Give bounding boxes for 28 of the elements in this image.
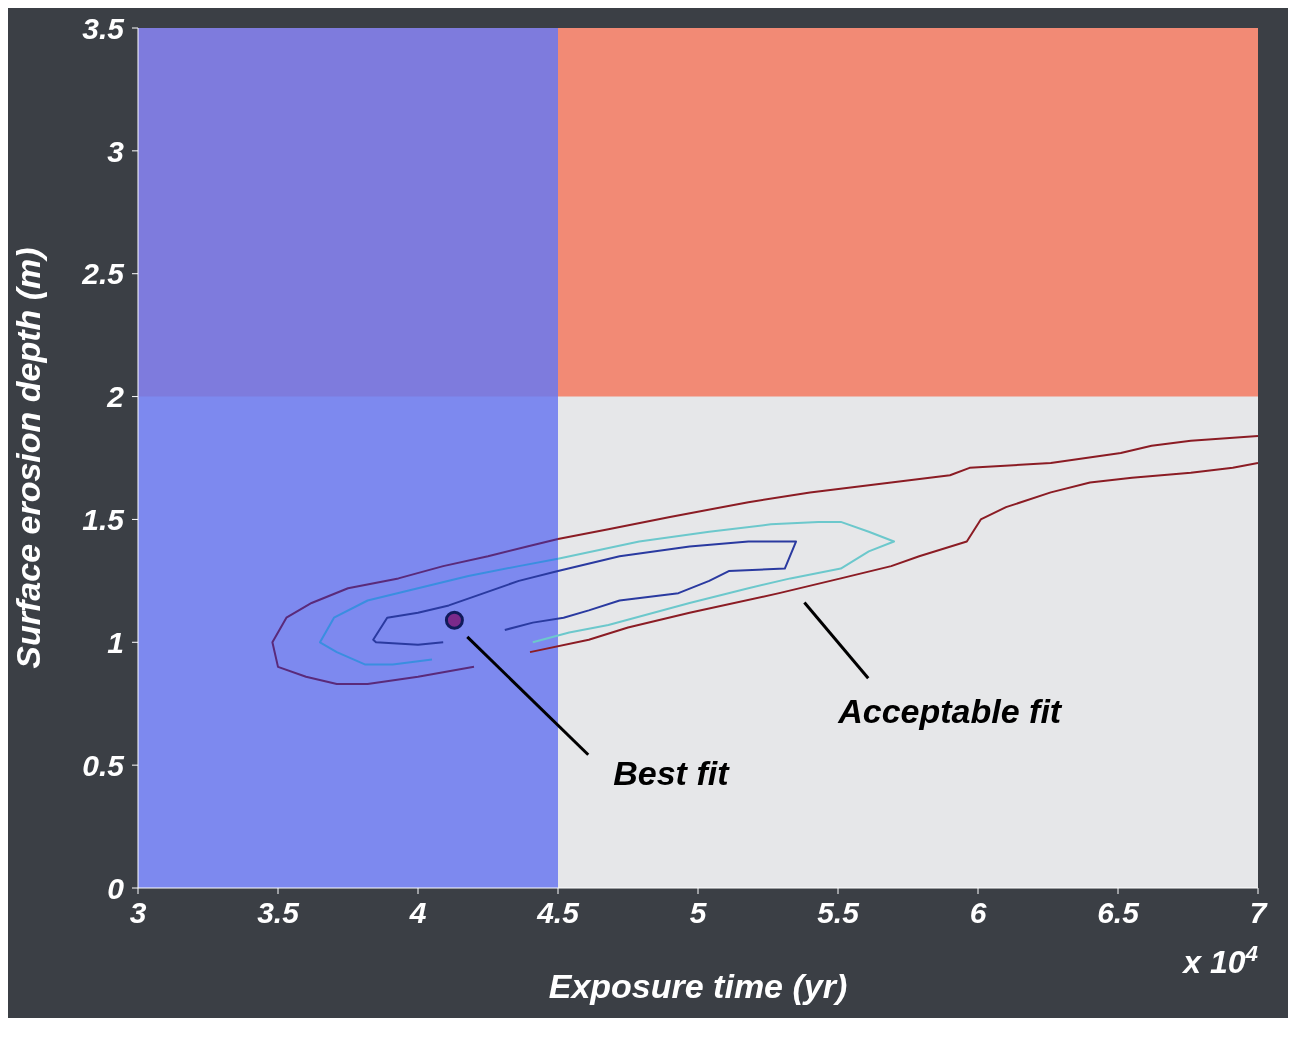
y-tick-label: 0 [107,871,125,905]
y-tick-label: 0.5 [82,748,126,782]
annotation: Acceptable fit [837,692,1063,731]
x-tick-label: 5.5 [817,896,861,930]
x-tick-label: 7 [1249,896,1268,930]
line-series [531,520,895,644]
line-series [271,538,559,686]
x-tick-label: 4.5 [536,896,581,930]
text: x 10$^{4}$ [1181,940,1259,980]
x-tick-label: 4 [408,896,427,930]
x-tick-label: 6.5 [1097,896,1141,930]
x-tick-label: 5 [689,896,708,930]
y-tick-label: 2.5 [81,257,126,291]
y-tick-label: 3 [107,134,125,168]
line-series [557,434,1258,541]
x-axis-title: Exposure time (yr) [548,967,848,1005]
line-series [372,540,797,646]
annotation: Best fit [613,753,731,792]
y-axis-title: Surface erosion depth (m) [9,247,48,669]
x-tick-label: 3.5 [257,896,301,930]
y-tick-label: 3.5 [82,11,126,45]
y-tick-label: 2 [106,380,125,414]
x-tick-label: 3 [129,896,147,930]
line-series [319,557,559,666]
x-tick-label: 6 [969,896,987,930]
y-tick-label: 1.5 [82,503,126,537]
line-series [529,461,1258,654]
y-tick-label: 1 [107,625,124,659]
